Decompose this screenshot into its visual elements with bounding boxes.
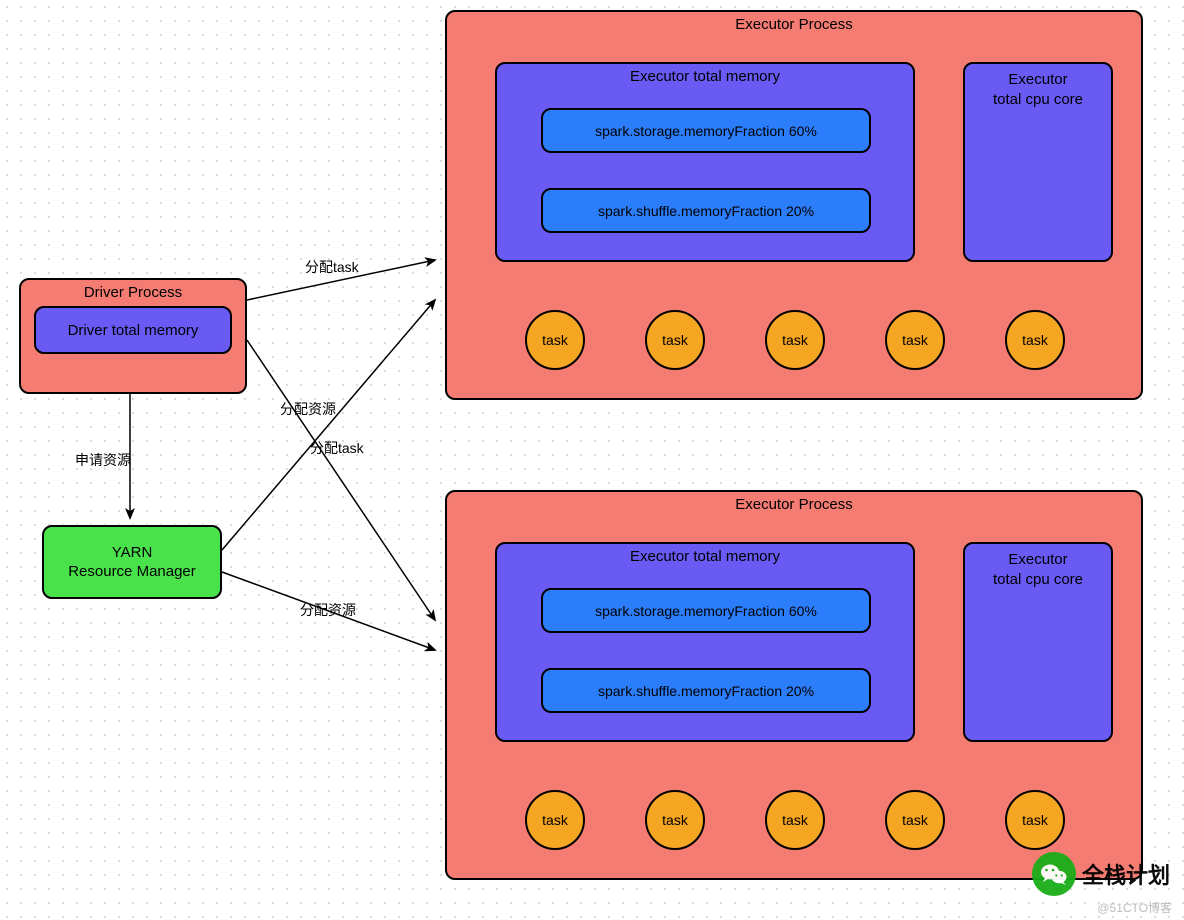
executor-total-memory-title: Executor total memory — [497, 64, 913, 85]
edge-label: 分配task — [305, 257, 359, 277]
yarn-line1: YARN — [112, 543, 153, 563]
executor-total-memory-title: Executor total memory — [497, 544, 913, 565]
task-circle: task — [885, 310, 945, 370]
storage-memory-fraction-box: spark.storage.memoryFraction 60% — [541, 588, 871, 633]
task-circle: task — [645, 310, 705, 370]
task-circle: task — [765, 310, 825, 370]
arrow-line — [247, 340, 435, 620]
watermark-text: 全栈计划 — [1082, 858, 1170, 890]
yarn-resource-manager-box: YARN Resource Manager — [42, 525, 222, 599]
arrow-line — [222, 300, 435, 550]
yarn-line2: Resource Manager — [68, 562, 196, 582]
edge-label: 分配资源 — [300, 600, 356, 620]
edge-label: 申请资源 — [75, 450, 131, 470]
shuffle-memory-fraction-box: spark.shuffle.memoryFraction 20% — [541, 668, 871, 713]
executor-total-cpu-title: Executortotal cpu core — [965, 544, 1111, 589]
edge-label: 分配资源 — [280, 399, 336, 419]
task-circle: task — [1005, 790, 1065, 850]
task-circle: task — [645, 790, 705, 850]
executor-total-cpu-title: Executortotal cpu core — [965, 64, 1111, 109]
task-circle: task — [1005, 310, 1065, 370]
wechat-icon — [1032, 852, 1076, 896]
storage-memory-fraction-box: spark.storage.memoryFraction 60% — [541, 108, 871, 153]
watermark: 全栈计划 — [1032, 852, 1170, 896]
task-circle: task — [525, 790, 585, 850]
executor-process-title: Executor Process — [447, 12, 1141, 33]
executor-process-title: Executor Process — [447, 492, 1141, 513]
task-circle: task — [525, 310, 585, 370]
shuffle-memory-fraction-box: spark.shuffle.memoryFraction 20% — [541, 188, 871, 233]
task-circle: task — [765, 790, 825, 850]
executor-total-cpu-box: Executortotal cpu core — [963, 62, 1113, 262]
edge-label: 分配task — [310, 438, 364, 458]
driver-total-memory-box: Driver total memory — [34, 306, 232, 354]
task-circle: task — [885, 790, 945, 850]
attribution-text: @51CTO博客 — [1097, 899, 1172, 916]
driver-process-title: Driver Process — [21, 280, 245, 301]
executor-total-cpu-box: Executortotal cpu core — [963, 542, 1113, 742]
